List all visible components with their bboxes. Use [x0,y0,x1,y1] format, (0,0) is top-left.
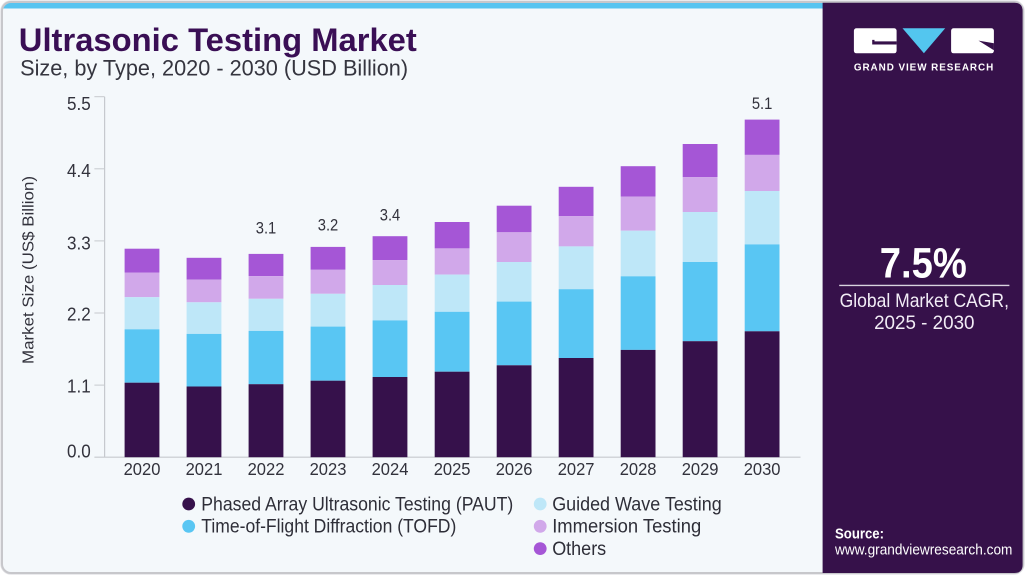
svg-text:2025 - 2030: 2025 - 2030 [874,312,975,334]
svg-text:0.0: 0.0 [67,440,91,461]
svg-text:3.1: 3.1 [256,220,277,238]
svg-text:5.1: 5.1 [752,95,773,113]
svg-text:2026: 2026 [496,459,533,479]
svg-text:3.4: 3.4 [380,207,401,225]
svg-text:Time-of-Flight Diffraction (TO: Time-of-Flight Diffraction (TOFD) [201,517,456,538]
svg-text:3.2: 3.2 [318,217,339,235]
svg-text:2021: 2021 [186,459,223,479]
svg-text:4.4: 4.4 [67,160,91,181]
svg-text:GRAND VIEW RESEARCH: GRAND VIEW RESEARCH [854,62,994,74]
svg-text:2029: 2029 [682,459,719,479]
svg-text:Immersion Testing: Immersion Testing [552,517,701,538]
svg-text:Phased Array Ultrasonic Testin: Phased Array Ultrasonic Testing (PAUT) [201,494,513,515]
svg-text:2023: 2023 [310,459,347,479]
svg-text:Global Market CAGR,: Global Market CAGR, [840,290,1009,312]
svg-text:Source:: Source: [835,526,884,543]
svg-text:Market Size (US$ Billion): Market Size (US$ Billion) [20,176,37,364]
svg-text:2.2: 2.2 [67,303,91,324]
svg-text:7.5%: 7.5% [880,239,967,287]
svg-text:Guided Wave Testing: Guided Wave Testing [552,494,722,515]
svg-text:Others: Others [552,539,606,560]
svg-text:www.grandviewresearch.com: www.grandviewresearch.com [834,541,1012,558]
svg-text:2022: 2022 [248,459,285,479]
svg-text:Ultrasonic Testing Market: Ultrasonic Testing Market [19,22,417,58]
svg-text:Size, by Type, 2020 - 2030 (US: Size, by Type, 2020 - 2030 (USD Billion) [20,55,408,80]
svg-text:2030: 2030 [744,459,781,479]
svg-text:2027: 2027 [558,459,595,479]
svg-text:5.5: 5.5 [67,93,91,114]
svg-text:2025: 2025 [434,459,471,479]
svg-text:1.1: 1.1 [67,376,91,397]
svg-text:2024: 2024 [372,459,409,479]
svg-text:2020: 2020 [124,459,161,479]
svg-text:3.3: 3.3 [67,232,91,253]
svg-text:2028: 2028 [620,459,657,479]
